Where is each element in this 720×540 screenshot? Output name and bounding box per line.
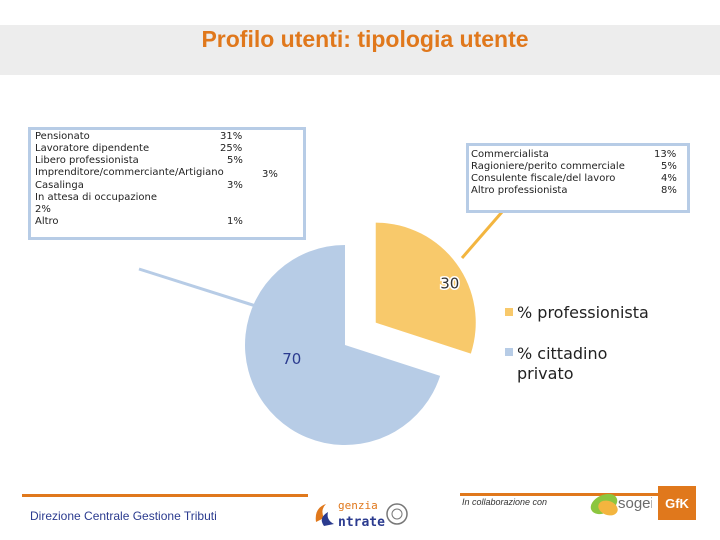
pie-slice-cittadino-privato [245,245,441,445]
pie-slice-professionista [375,222,476,354]
svg-text:sogei: sogei [618,495,652,512]
slice-label-professionista: 30 [440,274,459,292]
footer-divider-left [22,494,308,497]
legend-label-cittadino-privato: % cittadino privato [517,344,608,383]
collaboration-caption: In collaborazione con [462,497,548,507]
sogei-logo: sogei [590,493,652,516]
svg-text:ntrate: ntrate [338,515,385,530]
title-band [0,25,720,75]
connector-line-professionista [460,211,504,259]
legend-label-professionista: % professionista [517,303,649,322]
gfk-logo: GfK [658,486,696,520]
breakdown-privato-box [28,127,306,240]
legend-swatch-cittadino-privato [505,348,513,356]
legend-swatch-professionista [505,308,513,316]
agenzia-entrate-logo: genzia ntrate [315,499,408,530]
svg-text:genzia: genzia [338,499,378,512]
slide-title: Profilo utenti: tipologia utente [201,26,529,52]
footer-department: Direzione Centrale Gestione Tributi [30,509,217,523]
svg-text:GfK: GfK [665,496,689,511]
footer-divider-right [460,493,688,496]
slice-label-cittadino-privato: 70 [282,350,301,368]
breakdown-professionista-box [466,143,690,213]
